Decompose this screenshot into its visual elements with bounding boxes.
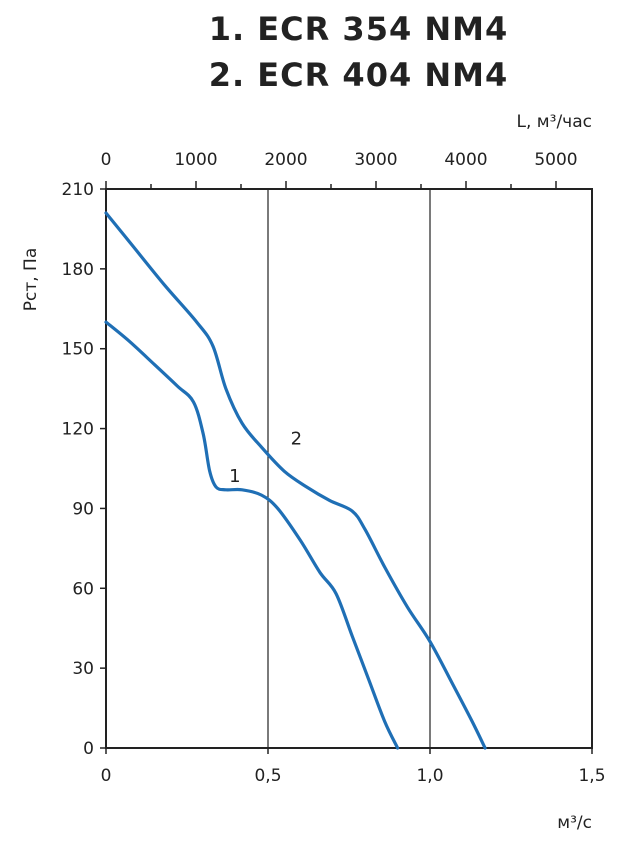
x-axis-label: м³/с xyxy=(557,813,592,833)
y-tick-label: 60 xyxy=(72,579,94,599)
series-label-1: 1 xyxy=(229,466,240,487)
x2-tick-label: 5000 xyxy=(534,150,577,170)
series-line-1 xyxy=(104,320,400,750)
x-tick-label: 1,5 xyxy=(578,766,605,786)
x2-axis-label: L, м³/час xyxy=(517,112,592,132)
y-tick-label: 120 xyxy=(62,420,94,440)
x2-tick-label: 4000 xyxy=(444,150,487,170)
series-group: 12 xyxy=(104,211,487,750)
series-label-2: 2 xyxy=(291,429,302,450)
y-tick-label: 0 xyxy=(83,739,94,759)
y-tick-label: 30 xyxy=(72,659,94,679)
y-axis-label: Pст, Па xyxy=(21,248,41,312)
x2-tick-label: 2000 xyxy=(264,150,307,170)
chart-title-line-2: 2. ECR 404 NM4 xyxy=(208,56,509,94)
x2-axis: 0 1000 2000 3000 4000 5000 xyxy=(101,150,578,189)
x2-tick-label: 3000 xyxy=(354,150,397,170)
x-tick-label: 0,5 xyxy=(254,766,281,786)
x-axis: 0 0,5 1,0 1,5 xyxy=(101,748,606,786)
grid xyxy=(267,189,431,748)
y-tick-label: 90 xyxy=(72,499,94,519)
plot-frame xyxy=(105,188,593,749)
x2-tick-label: 1000 xyxy=(174,150,217,170)
y-axis: 0 30 60 90 120 150 180 210 xyxy=(62,180,106,759)
x-tick-label: 0 xyxy=(101,766,112,786)
series-line-2 xyxy=(104,211,487,750)
y-tick-label: 210 xyxy=(62,180,94,200)
y-tick-label: 150 xyxy=(62,340,94,360)
y-tick-label: 180 xyxy=(62,260,94,280)
x2-tick-label: 0 xyxy=(101,150,112,170)
chart-title-line-1: 1. ECR 354 NM4 xyxy=(208,10,509,48)
x-tick-label: 1,0 xyxy=(416,766,443,786)
